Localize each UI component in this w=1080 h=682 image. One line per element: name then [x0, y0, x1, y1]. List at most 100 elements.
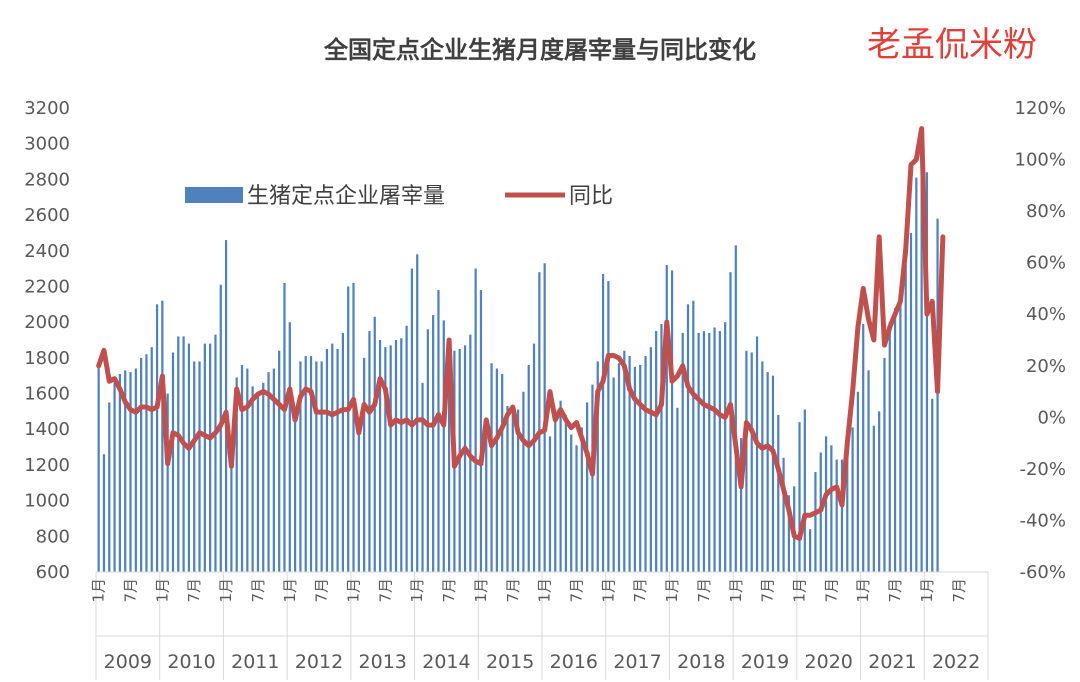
- bar-mark: [814, 472, 817, 572]
- bar-mark: [824, 436, 828, 572]
- line-point: [161, 375, 163, 377]
- bar-mark: [570, 434, 573, 572]
- bar-mark: [384, 347, 387, 572]
- bar-mark: [782, 457, 785, 572]
- month-tick-label: 1月: [217, 578, 235, 603]
- line-point: [406, 419, 408, 421]
- line-point: [735, 445, 737, 447]
- month-tick-label: 1月: [663, 578, 681, 603]
- line-point: [167, 463, 169, 465]
- bar-mark: [501, 373, 504, 572]
- month-tick-label: 1月: [854, 578, 872, 603]
- line-point: [634, 398, 636, 400]
- month-tick-label: 1月: [472, 578, 490, 603]
- bar-mark: [368, 331, 371, 572]
- bar-mark: [410, 268, 414, 572]
- line-point: [135, 411, 137, 413]
- bar-mark: [851, 427, 854, 572]
- line-point: [220, 424, 222, 426]
- left-y-tick-label: 1800: [24, 348, 70, 369]
- year-label: 2009: [104, 651, 152, 673]
- line-point: [517, 432, 519, 434]
- line-point: [321, 411, 323, 413]
- bar-mark: [102, 454, 106, 572]
- bar-mark: [909, 232, 913, 573]
- bar-mark: [554, 409, 557, 572]
- line-point: [581, 437, 583, 439]
- bar-mark: [548, 436, 552, 572]
- bar-mark: [527, 364, 530, 572]
- bar-mark: [532, 343, 536, 572]
- line-point: [698, 398, 700, 400]
- right-y-axis: 120% 100% 80% 60% 40% 20% 0% -20% -40% -60%: [1015, 98, 1066, 583]
- line-point: [676, 375, 678, 377]
- line-point: [193, 439, 195, 442]
- line-point: [889, 326, 891, 328]
- line-point: [490, 445, 493, 447]
- line-point: [613, 354, 615, 357]
- month-tick-label: 7月: [440, 578, 458, 603]
- bar-mark: [262, 382, 265, 572]
- month-tick-label: 1月: [281, 578, 299, 603]
- line-point: [262, 390, 264, 393]
- line-point: [374, 403, 376, 406]
- bar-mark: [724, 322, 727, 572]
- line-point: [183, 442, 185, 444]
- bar-mark: [113, 382, 116, 572]
- line-point: [336, 411, 339, 413]
- bar-series: [97, 165, 939, 573]
- month-tick-label: 7月: [185, 578, 203, 603]
- line-point: [294, 419, 296, 421]
- right-y-tick-label: 120%: [1015, 98, 1066, 119]
- line-point: [480, 463, 482, 465]
- line-point: [713, 409, 716, 411]
- bar-mark: [559, 400, 562, 572]
- month-tick-label: 1月: [918, 578, 936, 603]
- bar-mark: [591, 384, 594, 572]
- line-point: [209, 437, 211, 439]
- bar-mark: [893, 307, 897, 572]
- month-tick-label: 1月: [727, 578, 745, 603]
- watermark-text: 老孟侃米粉: [867, 25, 1037, 65]
- bar-mark: [352, 282, 355, 572]
- line-point: [767, 445, 769, 447]
- bar-mark: [617, 363, 621, 572]
- bar-mark: [140, 357, 143, 572]
- right-y-tick-label: 0%: [1037, 407, 1066, 428]
- bar-mark: [437, 290, 440, 572]
- left-y-tick-label: 800: [36, 526, 70, 547]
- line-point: [315, 411, 317, 413]
- line-point: [310, 390, 312, 393]
- year-label: 2011: [231, 651, 279, 673]
- bar-mark: [150, 347, 153, 572]
- bar-mark: [347, 286, 350, 572]
- left-y-tick-label: 1600: [24, 384, 70, 405]
- line-point: [326, 411, 328, 413]
- line-point: [841, 504, 843, 506]
- left-y-tick-label: 2600: [24, 205, 70, 226]
- line-point: [655, 414, 657, 416]
- month-tick-label: 7月: [249, 578, 267, 603]
- line-point: [384, 388, 386, 390]
- line-point: [623, 365, 625, 367]
- line-point: [820, 509, 822, 511]
- bar-mark: [915, 177, 918, 572]
- line-point: [836, 486, 838, 488]
- chart-title: 全国定点企业生猪月度屠宰量与同比变化: [323, 36, 756, 64]
- line-point: [331, 414, 333, 416]
- line-point: [671, 380, 673, 382]
- bar-mark: [490, 363, 493, 572]
- line-point: [857, 326, 859, 328]
- left-y-tick-label: 2200: [24, 276, 70, 297]
- line-point: [352, 398, 355, 400]
- bar-mark: [214, 334, 217, 572]
- line-point: [289, 388, 291, 390]
- bar-mark: [904, 265, 907, 572]
- bar-mark: [899, 291, 902, 572]
- bar-mark: [373, 316, 376, 572]
- bar-mark: [936, 218, 939, 572]
- line-point: [724, 416, 726, 418]
- line-point: [644, 409, 647, 411]
- bar-mark: [708, 332, 711, 572]
